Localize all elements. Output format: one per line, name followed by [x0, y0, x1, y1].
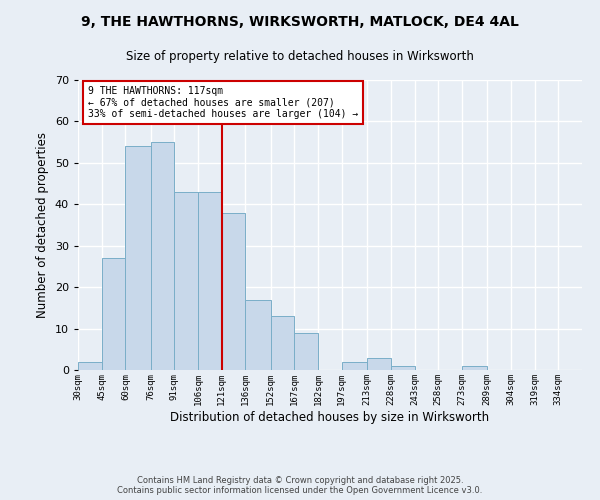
Text: 9, THE HAWTHORNS, WIRKSWORTH, MATLOCK, DE4 4AL: 9, THE HAWTHORNS, WIRKSWORTH, MATLOCK, D…: [81, 15, 519, 29]
Text: 9 THE HAWTHORNS: 117sqm
← 67% of detached houses are smaller (207)
33% of semi-d: 9 THE HAWTHORNS: 117sqm ← 67% of detache…: [88, 86, 358, 119]
Bar: [101, 258, 125, 370]
X-axis label: Distribution of detached houses by size in Wirksworth: Distribution of detached houses by size …: [170, 410, 490, 424]
Bar: [78, 362, 101, 370]
Bar: [222, 212, 245, 370]
Y-axis label: Number of detached properties: Number of detached properties: [36, 132, 49, 318]
Bar: [462, 366, 487, 370]
Bar: [245, 300, 271, 370]
Bar: [198, 192, 222, 370]
Bar: [125, 146, 151, 370]
Bar: [175, 192, 198, 370]
Bar: [391, 366, 415, 370]
Bar: [271, 316, 295, 370]
Bar: [151, 142, 175, 370]
Bar: [295, 332, 318, 370]
Text: Size of property relative to detached houses in Wirksworth: Size of property relative to detached ho…: [126, 50, 474, 63]
Text: Contains HM Land Registry data © Crown copyright and database right 2025.
Contai: Contains HM Land Registry data © Crown c…: [118, 476, 482, 495]
Bar: [367, 358, 391, 370]
Bar: [342, 362, 367, 370]
